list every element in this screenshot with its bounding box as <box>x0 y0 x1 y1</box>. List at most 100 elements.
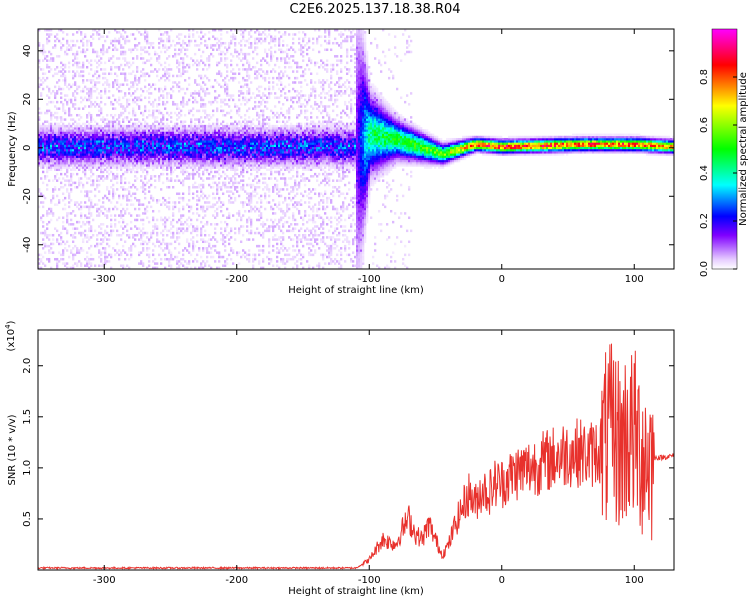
heatmap-cell <box>104 133 107 137</box>
heatmap-cell <box>116 201 119 204</box>
heatmap-cell <box>108 168 111 172</box>
heatmap-cell <box>252 144 255 148</box>
heatmap-cell <box>58 216 61 220</box>
heatmap-cell <box>246 124 249 128</box>
heatmap-cell <box>136 153 139 156</box>
heatmap-cell <box>222 135 225 139</box>
heatmap-cell <box>234 177 237 180</box>
heatmap-cell <box>70 168 73 172</box>
heatmap-cell <box>132 159 135 163</box>
heatmap-cell <box>188 153 191 156</box>
heatmap-cell <box>136 148 139 152</box>
heatmap-cell <box>50 148 53 152</box>
heatmap-cell <box>56 153 59 156</box>
heatmap-cell <box>226 233 229 237</box>
heatmap-cell <box>186 223 189 226</box>
heatmap-cell <box>148 155 151 158</box>
heatmap-cell <box>252 155 255 158</box>
heatmap-cell <box>202 61 205 65</box>
heatmap-cell <box>162 164 165 167</box>
heatmap-cell <box>192 183 195 187</box>
heatmap-cell <box>74 103 77 106</box>
heatmap-cell <box>42 137 45 141</box>
heatmap-cell <box>214 129 217 132</box>
heatmap-cell <box>140 133 143 137</box>
heatmap-cell <box>198 89 201 93</box>
heatmap-cell <box>112 83 115 86</box>
heatmap-cell <box>166 76 169 80</box>
heatmap-cell <box>54 155 57 158</box>
heatmap-cell <box>82 87 85 91</box>
heatmap-cell <box>62 140 65 143</box>
heatmap-cell <box>248 98 251 102</box>
heatmap-cell <box>122 218 125 222</box>
heatmap-cell <box>48 153 51 156</box>
heatmap-cell <box>128 65 131 69</box>
heatmap-cell <box>148 148 151 152</box>
heatmap-cell <box>202 240 205 244</box>
heatmap-cell <box>232 181 235 185</box>
heatmap-cell <box>160 131 163 134</box>
heatmap-cell <box>156 131 159 134</box>
heatmap-cell <box>166 100 169 104</box>
heatmap-cell <box>192 170 195 174</box>
heatmap-cell <box>154 68 157 71</box>
heatmap-cell <box>198 35 201 38</box>
heatmap-cell <box>210 103 213 106</box>
heatmap-cell <box>198 164 201 167</box>
heatmap-cell <box>74 135 77 139</box>
heatmap-cell <box>62 216 65 220</box>
heatmap-cell <box>244 39 247 43</box>
heatmap-cell <box>236 105 239 108</box>
heatmap-cell <box>70 164 73 167</box>
heatmap-cell <box>200 124 203 128</box>
heatmap-cell <box>92 74 95 78</box>
heatmap-cell <box>130 161 133 165</box>
heatmap-cell <box>200 205 203 209</box>
heatmap-cell <box>112 196 115 200</box>
heatmap-cell <box>248 203 251 206</box>
heatmap-cell <box>236 161 239 165</box>
heatmap-cell <box>60 48 63 52</box>
heatmap-cell <box>68 135 71 139</box>
heatmap-cell <box>40 68 43 71</box>
heatmap-cell <box>74 161 77 165</box>
heatmap-cell <box>250 207 253 211</box>
heatmap-cell <box>60 87 63 91</box>
heatmap-cell <box>130 244 133 248</box>
heatmap-cell <box>248 107 251 110</box>
heatmap-cell <box>248 159 251 163</box>
heatmap-cell <box>130 157 133 161</box>
heatmap-cell <box>176 155 179 158</box>
heatmap-cell <box>240 216 243 220</box>
heatmap-cell <box>196 225 199 228</box>
heatmap-cell <box>46 39 49 43</box>
heatmap-cell <box>72 159 75 163</box>
heatmap-cell <box>158 175 161 178</box>
heatmap-cell <box>232 131 235 134</box>
heatmap-cell <box>128 111 131 115</box>
heatmap-cell <box>134 133 137 137</box>
heatmap-cell <box>184 164 187 167</box>
heatmap-cell <box>86 192 89 196</box>
heatmap-cell <box>216 164 219 167</box>
heatmap-cell <box>176 124 179 128</box>
heatmap-cell <box>242 35 245 38</box>
heatmap-cell <box>70 153 73 156</box>
heatmap-cell <box>186 227 189 230</box>
heatmap-cell <box>182 257 185 261</box>
heatmap-cell <box>70 157 73 161</box>
heatmap-cell <box>214 140 217 143</box>
heatmap-cell <box>170 153 173 156</box>
heatmap-cell <box>82 153 85 156</box>
heatmap-cell <box>64 242 67 246</box>
heatmap-cell <box>100 61 103 65</box>
heatmap-cell <box>88 196 91 200</box>
heatmap-cell <box>68 255 71 259</box>
heatmap-cell <box>196 260 199 263</box>
heatmap-cell <box>38 85 41 89</box>
heatmap-cell <box>58 55 61 58</box>
heatmap-cell <box>44 72 47 76</box>
heatmap-cell <box>244 135 247 139</box>
heatmap-cell <box>104 122 107 126</box>
